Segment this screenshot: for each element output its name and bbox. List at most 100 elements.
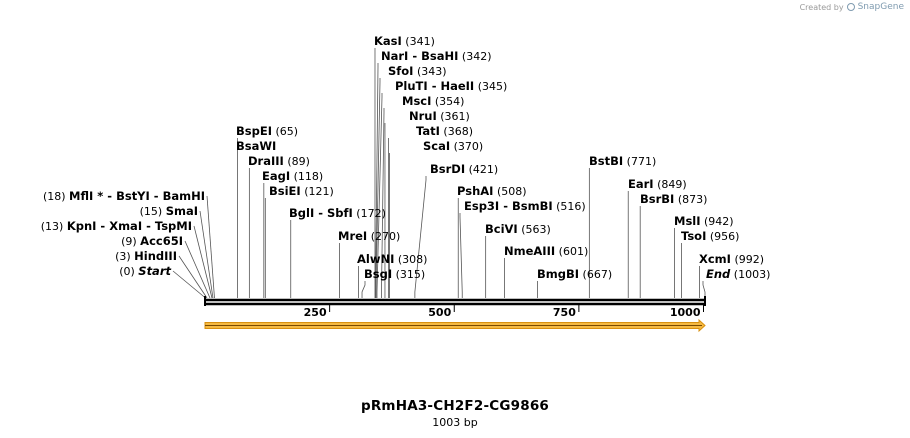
site-label-text: XcmI (992) [699, 252, 764, 266]
name-separator: - [428, 79, 441, 93]
site-position: (667) [583, 268, 613, 281]
site-label-text: BsrBI (873) [640, 192, 707, 206]
site-label-hindiii: (3) HindIII [115, 249, 177, 263]
enzyme-name: EagI [262, 169, 290, 183]
site-label-bcivi: BciVI (563) [485, 222, 551, 236]
site-label-bsgi: BsgI (315) [364, 267, 425, 281]
site-leader-line [172, 270, 206, 299]
axis-tick-label: 500 [428, 306, 451, 319]
name-separator: - [408, 49, 421, 63]
site-position: (343) [417, 65, 447, 78]
enzyme-name: BmgBI [537, 267, 579, 281]
site-label-nrui: NruI (361) [409, 109, 470, 123]
site-leader-line [206, 195, 215, 299]
site-label-text: NmeAIII (601) [504, 244, 588, 258]
enzyme-name: BsrDI [430, 162, 465, 176]
enzyme-name: NarI [381, 49, 408, 63]
enzyme-name: End [706, 267, 731, 281]
site-leader-line [199, 210, 214, 299]
enzyme-name: BstBI [589, 154, 623, 168]
leader-lines [172, 48, 706, 299]
site-label-text: Esp3I - BsmBI (516) [464, 199, 586, 213]
enzyme-name: Start [138, 264, 171, 278]
site-position: (345) [478, 80, 508, 93]
site-label-esp3i: Esp3I - BsmBI (516) [464, 199, 586, 213]
site-label-msli: MslI (942) [674, 214, 734, 228]
site-label-bsrdi: BsrDI (421) [430, 162, 498, 176]
site-leader-line [459, 213, 463, 298]
enzyme-name: TsoI [681, 229, 706, 243]
site-label-text: BmgBI (667) [537, 267, 612, 281]
site-position: (270) [371, 230, 401, 243]
enzyme-name: HindIII [134, 249, 177, 263]
site-leader-line [375, 63, 379, 298]
site-label-text: BciVI (563) [485, 222, 551, 236]
site-label-text: TsoI (956) [681, 229, 739, 243]
site-label-alwni: AlwNI (308) [357, 252, 427, 266]
enzyme-name: BsmBI [512, 199, 553, 213]
site-position: (421) [469, 163, 499, 176]
site-position: (65) [275, 125, 298, 138]
enzyme-name: BglI [289, 206, 314, 220]
site-label-text: (9) Acc65I [121, 234, 183, 248]
site-label-smai: (15) SmaI [140, 204, 198, 218]
enzyme-name: MflI * [69, 189, 103, 203]
site-label-text: (0) Start [119, 264, 171, 278]
site-position: (89) [287, 155, 310, 168]
site-position: (354) [435, 95, 465, 108]
site-label-text: TatI (368) [416, 124, 473, 138]
site-label-tati: TatI (368) [416, 124, 473, 138]
site-label-text: EarI (849) [628, 177, 687, 191]
site-leader-line [375, 78, 381, 298]
site-leader-line [414, 176, 427, 298]
name-separator: - [314, 206, 327, 220]
snapgene-logo-icon [846, 3, 855, 11]
site-position: (15) [140, 205, 163, 218]
site-label-bmgbi: BmgBI (667) [537, 267, 612, 281]
enzyme-name: XmaI [109, 219, 142, 233]
axis-tick-label: 250 [304, 306, 327, 319]
site-position: (849) [657, 178, 687, 191]
enzyme-name: XcmI [699, 252, 731, 266]
name-separator: - [103, 189, 116, 203]
enzyme-name: MreI [338, 229, 367, 243]
site-label-nmeaiii: NmeAIII (601) [504, 244, 588, 258]
site-label-scai: ScaI (370) [423, 139, 483, 153]
site-position: (361) [440, 110, 470, 123]
enzyme-name: MscI [402, 94, 431, 108]
site-label-draiii: DraIII (89) [248, 154, 310, 168]
site-position: (121) [304, 185, 334, 198]
site-label-text: BspEI (65) [236, 124, 298, 138]
enzyme-name: SfoI [388, 64, 413, 78]
credit-prefix: Created by [799, 2, 844, 12]
site-leader-line [184, 240, 211, 299]
site-leader-line [178, 255, 208, 299]
site-position: (508) [497, 185, 527, 198]
site-position: (18) [43, 190, 66, 203]
site-label-text: MslI (942) [674, 214, 734, 228]
site-label-text: BsaWI [236, 139, 276, 153]
site-label-text: PluTI - HaeII (345) [395, 79, 507, 93]
site-label-pluti: PluTI - HaeII (345) [395, 79, 507, 93]
site-label-bsrbi: BsrBI (873) [640, 192, 707, 206]
site-position: (368) [443, 125, 473, 138]
site-label-text: KasI (341) [374, 34, 435, 48]
name-separator: - [142, 219, 155, 233]
enzyme-name: BsaWI [236, 139, 276, 153]
enzyme-name: ScaI [423, 139, 450, 153]
site-label-text: NarI - BsaHI (342) [381, 49, 492, 63]
site-label-text: ScaI (370) [423, 139, 483, 153]
enzyme-name: NruI [409, 109, 437, 123]
site-position: (563) [521, 223, 551, 236]
feature-arrow [204, 318, 706, 333]
site-label-bsawi: BsaWI [236, 139, 276, 153]
site-label-tsoi: TsoI (956) [681, 229, 739, 243]
enzyme-name: BciVI [485, 222, 518, 236]
site-position: (601) [559, 245, 589, 258]
site-position: (308) [398, 253, 428, 266]
site-position: (942) [704, 215, 734, 228]
enzyme-name: NmeAIII [504, 244, 555, 258]
enzyme-name: BspEI [236, 124, 272, 138]
site-label-text: BsiEI (121) [269, 184, 334, 198]
